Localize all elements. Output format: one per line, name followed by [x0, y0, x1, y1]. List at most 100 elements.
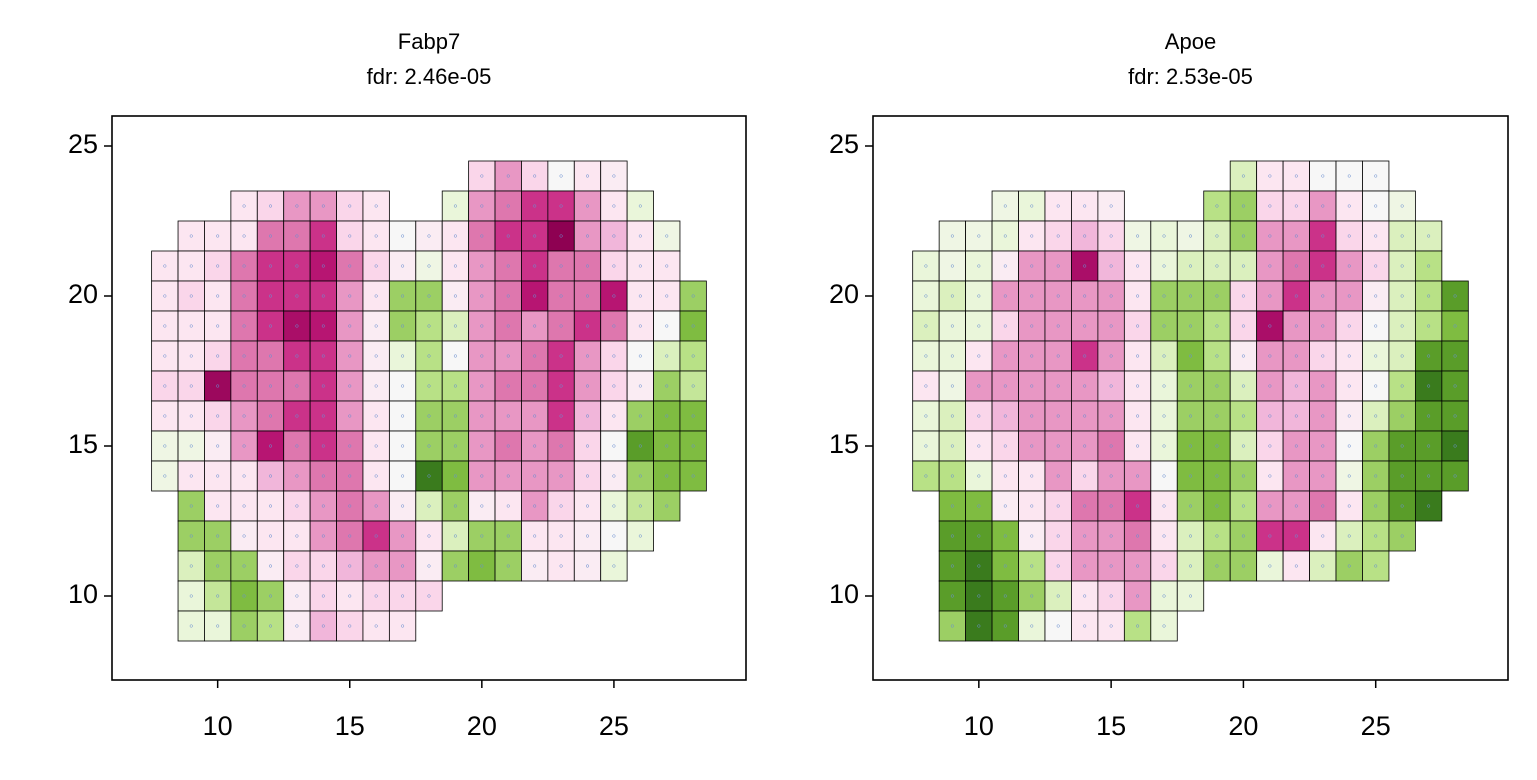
cell [991, 610, 1019, 642]
cell-center [1136, 474, 1140, 478]
cell-center [480, 504, 484, 508]
cell [1044, 310, 1072, 342]
cell-center [242, 414, 246, 418]
cell-center [480, 564, 484, 568]
cell-center [374, 324, 378, 328]
cell [151, 250, 179, 282]
cell [283, 520, 311, 552]
cell [362, 550, 390, 582]
cell [309, 400, 337, 432]
cell [388, 250, 417, 282]
cell [230, 400, 258, 432]
cell-center [1268, 204, 1272, 208]
cell-center [1162, 324, 1166, 328]
cell-center [612, 354, 616, 358]
cell [1097, 370, 1125, 402]
cell-center [374, 474, 378, 478]
cell-center [533, 444, 537, 448]
cell-center [950, 294, 954, 298]
cell-center [506, 174, 510, 178]
cell-center [374, 564, 378, 568]
cell-center [295, 564, 299, 568]
x-tick-label: 25 [599, 711, 629, 741]
cell-center [638, 354, 642, 358]
cell-center [268, 384, 273, 388]
cell-center [295, 474, 299, 478]
cell [468, 400, 496, 432]
cell [965, 250, 993, 282]
cell-center [950, 414, 954, 418]
cell-center [1215, 444, 1219, 448]
cell [1018, 190, 1046, 222]
cell-center [1294, 384, 1298, 388]
cell [177, 340, 205, 372]
cell-center [506, 414, 510, 418]
cell [388, 430, 417, 462]
cell-center [585, 384, 590, 388]
cell-center [1030, 444, 1034, 448]
cell-center [977, 354, 981, 358]
cell [441, 340, 470, 372]
cell [415, 460, 443, 492]
cell-center [480, 384, 484, 388]
cell-center [665, 354, 669, 358]
cell-center [1453, 294, 1457, 298]
cell [362, 190, 390, 222]
cell [521, 370, 549, 402]
cell [309, 460, 337, 492]
cell-center [1321, 414, 1325, 418]
cell-center [1347, 324, 1351, 328]
cell [991, 340, 1019, 372]
cell [1309, 370, 1337, 402]
cell [1282, 310, 1310, 342]
cell-center [1294, 564, 1298, 568]
cell-center [348, 324, 352, 328]
cell-center [1268, 414, 1272, 418]
cell [1097, 220, 1125, 252]
cell [1044, 550, 1072, 582]
cell [547, 280, 575, 312]
cell-center [374, 294, 378, 298]
cell [1123, 430, 1152, 462]
cell-center [321, 264, 325, 268]
cell-center [950, 444, 954, 448]
cell [521, 220, 549, 252]
cell-center [612, 384, 616, 388]
cell-center [1056, 324, 1060, 328]
cell [362, 370, 390, 402]
cell-center [1109, 594, 1113, 598]
cell-center [1162, 564, 1166, 568]
cell-center [427, 564, 431, 568]
cell-center [216, 534, 220, 538]
cell [626, 340, 654, 372]
cell [1203, 220, 1231, 252]
cell [1150, 430, 1178, 462]
cell [991, 250, 1019, 282]
cell-center [1321, 534, 1325, 538]
cell [1018, 520, 1046, 552]
cell [494, 430, 522, 462]
cell-center [1374, 384, 1378, 388]
cell [1362, 370, 1390, 402]
cell-center [1347, 414, 1351, 418]
cell [230, 280, 258, 312]
cell-center [268, 234, 273, 238]
chart-subtitle: fdr: 2.53e-05 [1128, 64, 1253, 89]
cell-center [506, 384, 510, 388]
cell [1388, 460, 1416, 492]
cell [468, 250, 496, 282]
cell-center [1453, 414, 1457, 418]
cell [1123, 340, 1152, 372]
cell-center [189, 324, 193, 328]
cell-center [559, 204, 563, 208]
cell-center [1109, 234, 1113, 238]
cell-center [924, 384, 928, 388]
cell [1362, 160, 1390, 192]
cell [177, 580, 205, 612]
x-tick-label: 15 [1096, 711, 1126, 741]
cell [362, 220, 390, 252]
cell-center [1321, 234, 1325, 238]
cell [1097, 460, 1125, 492]
cell-center [1162, 264, 1166, 268]
cell-center [163, 264, 167, 268]
